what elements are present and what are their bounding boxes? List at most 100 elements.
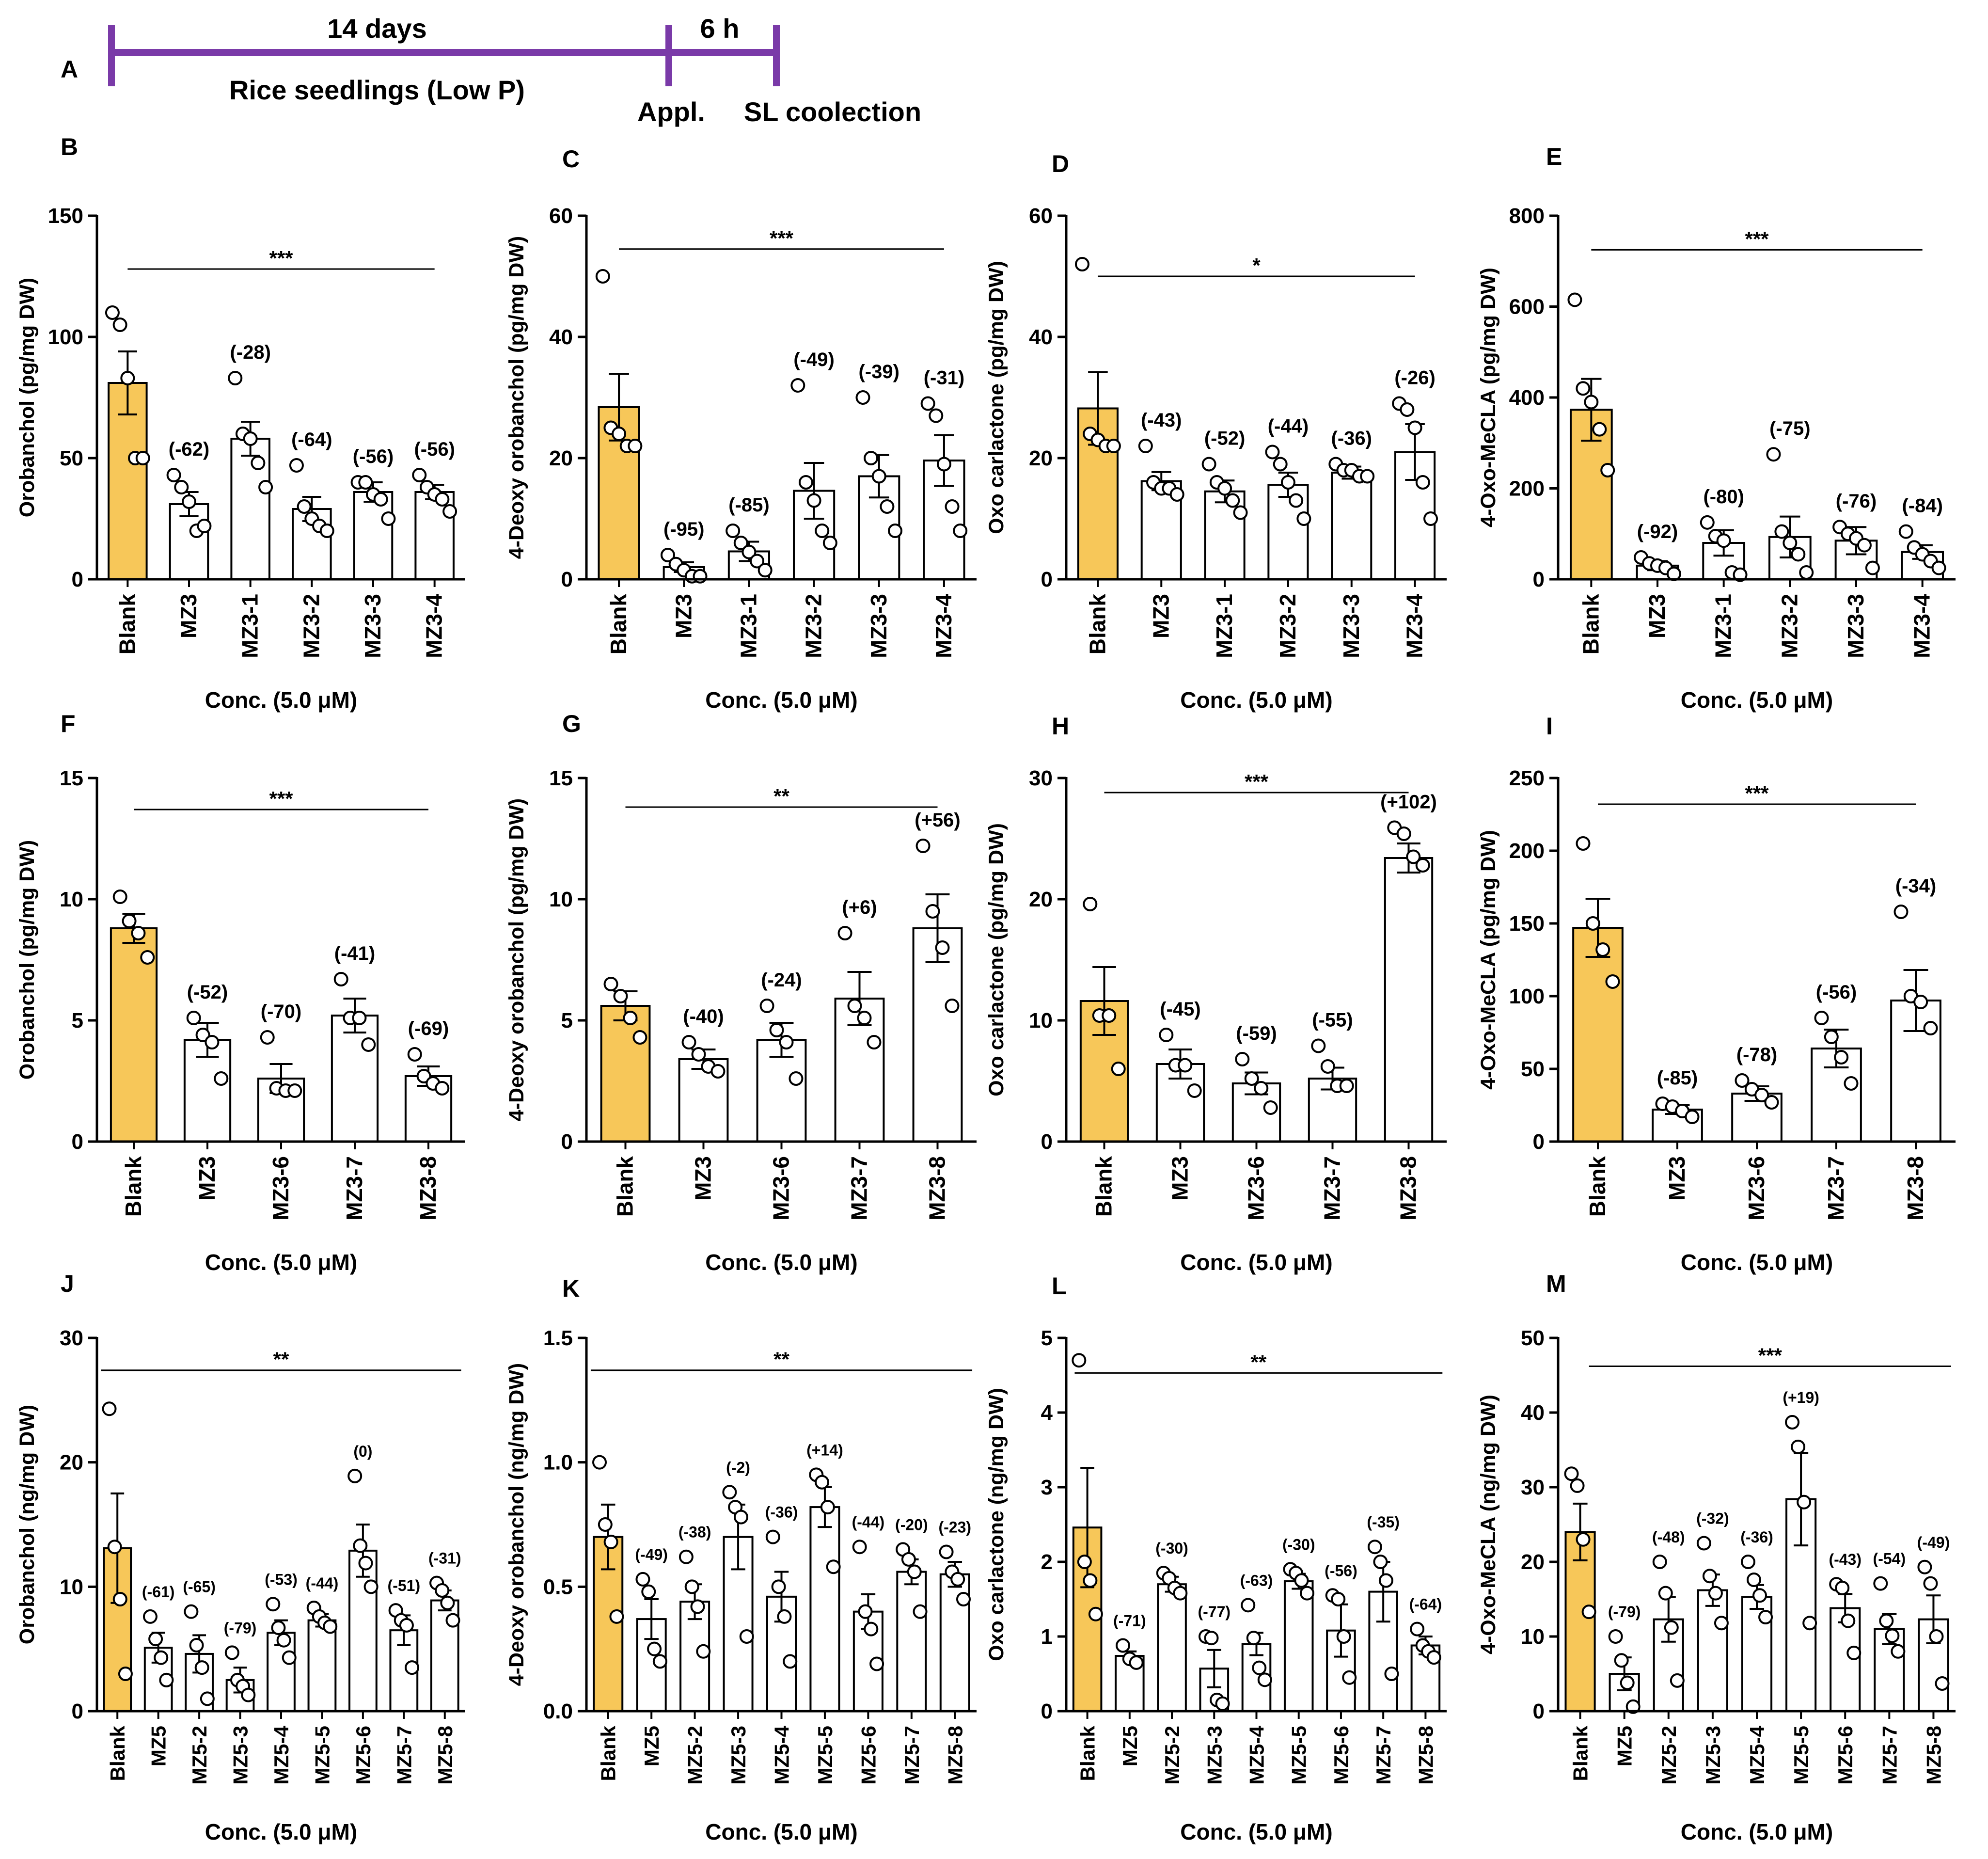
data-point-c-4-2 (871, 469, 886, 484)
data-point-b-4-1 (358, 475, 373, 490)
data-point-m-4-1 (1746, 1572, 1761, 1587)
percent-label-g-4: (+56) (915, 810, 961, 831)
data-point-c-5-0 (920, 396, 935, 411)
percent-label-l-4: (-63) (1240, 1572, 1273, 1589)
x-tick-label-i-0: Blank (1585, 1156, 1610, 1217)
data-point-c-4-1 (864, 451, 879, 465)
data-point-e-0-2 (1584, 395, 1599, 410)
percent-label-d-1: (-43) (1141, 410, 1182, 431)
y-axis-title-g: 4-Deoxy orobanchol (pg/mg DW) (505, 798, 528, 1122)
timeline-panel-a: A 14 days 6 h Rice seedlings (Low P) App… (61, 13, 921, 127)
data-point-b-0-4 (135, 451, 150, 465)
y-tick-label-i-0: 0 (1533, 1130, 1545, 1154)
x-tick-label-j-1: MZ5 (147, 1726, 170, 1766)
data-point-i-3-0 (1814, 1011, 1829, 1025)
percent-label-k-7: (-20) (895, 1516, 928, 1533)
y-axis-title-h: Oxo carlactone (pg/mg DW) (985, 823, 1008, 1096)
data-point-j-0-2 (112, 1592, 127, 1606)
x-axis-title-i: Conc. (5.0 μM) (1681, 1250, 1833, 1275)
x-tick-label-g-0: Blank (613, 1156, 638, 1217)
data-point-m-7-3 (1891, 1644, 1906, 1659)
panel-label-k: K (562, 1275, 580, 1302)
data-point-l-4-3 (1257, 1672, 1272, 1687)
data-point-m-2-2 (1664, 1620, 1679, 1635)
data-point-e-3-0 (1766, 447, 1781, 462)
data-point-l-0-2 (1083, 1573, 1098, 1588)
data-point-e-2-4 (1733, 567, 1748, 582)
data-point-d-1-4 (1169, 487, 1184, 502)
percent-label-m-1: (-79) (1608, 1603, 1641, 1621)
data-point-j-6-2 (358, 1556, 373, 1571)
x-tick-label-j-5: MZ5-5 (311, 1726, 333, 1784)
data-point-m-6-3 (1846, 1645, 1862, 1660)
y-tick-label-f-1: 5 (72, 1009, 83, 1033)
data-point-j-6-1 (353, 1538, 368, 1553)
data-point-i-3-3 (1844, 1076, 1859, 1091)
data-point-j-7-2 (399, 1618, 414, 1633)
data-point-k-1-0 (635, 1572, 650, 1587)
data-point-d-2-3 (1225, 493, 1240, 508)
percent-label-j-4: (-53) (265, 1571, 298, 1588)
timeline-hours-label: 6 h (700, 13, 740, 44)
percent-label-c-5: (-31) (924, 367, 964, 389)
data-point-l-0-3 (1088, 1606, 1103, 1621)
y-tick-label-f-2: 10 (60, 888, 83, 911)
data-point-b-1-4 (197, 519, 212, 533)
x-tick-label-h-1: MZ3 (1168, 1156, 1193, 1201)
percent-label-e-4: (-76) (1836, 491, 1877, 512)
data-point-m-2-0 (1652, 1555, 1667, 1569)
data-point-l-7-2 (1378, 1573, 1393, 1588)
data-point-b-1-0 (166, 468, 181, 482)
data-point-f-4-0 (407, 1047, 422, 1062)
significance-stars-g: ** (773, 785, 789, 808)
percent-label-i-4: (-34) (1895, 875, 1936, 897)
data-point-k-0-1 (598, 1517, 613, 1532)
data-point-d-3-1 (1273, 457, 1288, 472)
x-tick-label-l-0: Blank (1076, 1725, 1099, 1781)
x-tick-label-j-0: Blank (106, 1725, 129, 1781)
x-tick-label-e-4: MZ3-3 (1843, 594, 1868, 658)
data-point-k-6-1 (858, 1604, 873, 1619)
percent-label-m-2: (-48) (1652, 1528, 1685, 1546)
data-point-h-0-2 (1102, 1008, 1117, 1023)
percent-label-m-8: (-49) (1917, 1534, 1950, 1551)
data-point-l-7-1 (1373, 1555, 1388, 1569)
data-point-j-1-0 (142, 1609, 158, 1624)
data-point-i-3-2 (1834, 1050, 1849, 1065)
data-point-f-3-2 (352, 1011, 367, 1025)
y-tick-label-h-2: 20 (1029, 888, 1053, 911)
data-point-k-7-3 (913, 1604, 928, 1619)
data-point-i-4-0 (1893, 905, 1909, 919)
data-point-k-4-1 (771, 1579, 786, 1594)
data-point-d-5-2 (1407, 420, 1422, 435)
data-point-m-7-2 (1885, 1628, 1900, 1643)
x-tick-label-c-4: MZ3-3 (866, 594, 891, 658)
data-point-j-2-0 (184, 1604, 199, 1619)
chart-panel-g: G (-40) (-24) (+6) (+56) ** 0 5 10 15 Blank MZ3 MZ3-… (505, 710, 977, 1275)
x-tick-label-f-3: MZ3-7 (342, 1156, 367, 1221)
percent-label-g-3: (+6) (842, 897, 877, 918)
y-tick-label-j-0: 0 (72, 1700, 83, 1723)
percent-label-c-1: (-95) (663, 519, 704, 540)
data-point-m-5-1 (1791, 1439, 1806, 1454)
data-point-e-3-2 (1783, 536, 1798, 550)
x-tick-label-d-5: MZ3-4 (1402, 594, 1427, 658)
x-tick-label-h-2: MZ3-6 (1244, 1156, 1269, 1221)
percent-label-j-2: (-65) (183, 1578, 216, 1596)
data-point-b-2-4 (258, 480, 273, 494)
x-tick-label-j-4: MZ5-4 (270, 1725, 293, 1784)
chart-panel-m: M (-79) (-48) (-32) (-36) (+19) (-43) (-54) (-49… (1477, 1270, 1956, 1844)
data-point-f-3-3 (361, 1037, 376, 1052)
y-tick-label-i-1: 50 (1521, 1057, 1545, 1081)
data-point-g-0-3 (632, 1030, 647, 1045)
percent-label-c-4: (-39) (859, 361, 899, 382)
x-tick-label-k-6: MZ5-6 (857, 1726, 880, 1784)
data-point-m-6-2 (1841, 1613, 1856, 1628)
x-tick-label-d-3: MZ3-2 (1275, 594, 1300, 658)
x-tick-label-i-4: MZ3-8 (1903, 1156, 1928, 1221)
data-point-m-3-0 (1696, 1536, 1711, 1551)
panel-label-a: A (61, 56, 78, 83)
timeline-seedlings-label: Rice seedlings (Low P) (229, 75, 525, 105)
significance-stars-m: *** (1758, 1344, 1783, 1367)
